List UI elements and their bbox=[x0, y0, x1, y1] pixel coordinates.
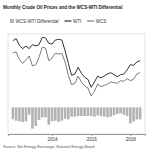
x-tick-label: 2014 bbox=[48, 137, 59, 142]
bar bbox=[109, 107, 112, 116]
bar bbox=[57, 107, 60, 122]
bar bbox=[80, 107, 83, 116]
bar bbox=[126, 107, 129, 116]
bar bbox=[38, 107, 41, 120]
line bbox=[13, 47, 140, 96]
x-tick-mark bbox=[130, 134, 131, 136]
source-note: Source: Net Energy Exchange, National En… bbox=[3, 145, 94, 149]
bar bbox=[31, 107, 34, 128]
bar bbox=[87, 107, 90, 116]
x-axis: 2014 2016 2018 bbox=[9, 134, 146, 142]
legend-item: WCS bbox=[87, 19, 106, 24]
marks bbox=[12, 37, 142, 128]
bar bbox=[64, 107, 67, 118]
bar bbox=[15, 107, 18, 120]
legend-label: WTI bbox=[73, 19, 81, 24]
bar bbox=[90, 107, 93, 116]
x-tick: 2014 bbox=[48, 134, 59, 142]
bar bbox=[83, 107, 86, 116]
legend-item: WTI bbox=[64, 19, 81, 24]
bar bbox=[103, 107, 106, 116]
bar bbox=[51, 107, 54, 121]
bar bbox=[28, 107, 31, 114]
bar bbox=[67, 107, 70, 119]
bar bbox=[61, 107, 64, 120]
bar bbox=[93, 107, 96, 116]
bar bbox=[74, 107, 77, 116]
legend-swatch bbox=[10, 19, 14, 23]
x-tick-label: 2016 bbox=[87, 137, 98, 142]
bar bbox=[136, 107, 139, 119]
x-tick-mark bbox=[52, 134, 53, 136]
bar bbox=[34, 107, 37, 126]
bar bbox=[54, 107, 57, 120]
bar bbox=[113, 107, 116, 115]
x-tick-label: 2018 bbox=[126, 137, 137, 142]
bar bbox=[25, 107, 28, 121]
bar bbox=[70, 107, 73, 116]
bar bbox=[44, 107, 47, 117]
bar bbox=[132, 107, 135, 121]
title: Monthly Crude Oil Prices and the WCS-WTI… bbox=[3, 5, 122, 10]
bar bbox=[129, 107, 132, 123]
legend-label: WCS-WTI Differential bbox=[16, 19, 59, 24]
bar-series bbox=[12, 107, 142, 128]
bar bbox=[119, 107, 122, 113]
legend: WCS-WTI Differential WTI WCS bbox=[10, 19, 106, 24]
bar bbox=[18, 107, 21, 121]
chart: Monthly Crude Oil Prices and the WCS-WTI… bbox=[0, 0, 150, 150]
legend-label: WCS bbox=[96, 19, 107, 24]
bar bbox=[21, 107, 24, 122]
bar bbox=[100, 107, 103, 116]
bar bbox=[96, 107, 99, 115]
bar bbox=[139, 107, 142, 119]
x-tick: 2018 bbox=[126, 134, 137, 142]
bar bbox=[106, 107, 109, 117]
bar bbox=[116, 107, 119, 114]
legend-item: WCS-WTI Differential bbox=[10, 19, 58, 24]
plot-frame bbox=[8, 34, 145, 134]
bar bbox=[12, 107, 15, 119]
bar bbox=[122, 107, 125, 114]
x-tick: 2016 bbox=[87, 134, 98, 142]
bar bbox=[41, 107, 44, 117]
legend-swatch bbox=[87, 20, 94, 21]
legend-swatch bbox=[64, 20, 71, 21]
bar bbox=[77, 107, 80, 116]
x-tick-mark bbox=[91, 134, 92, 136]
bar bbox=[47, 107, 50, 124]
